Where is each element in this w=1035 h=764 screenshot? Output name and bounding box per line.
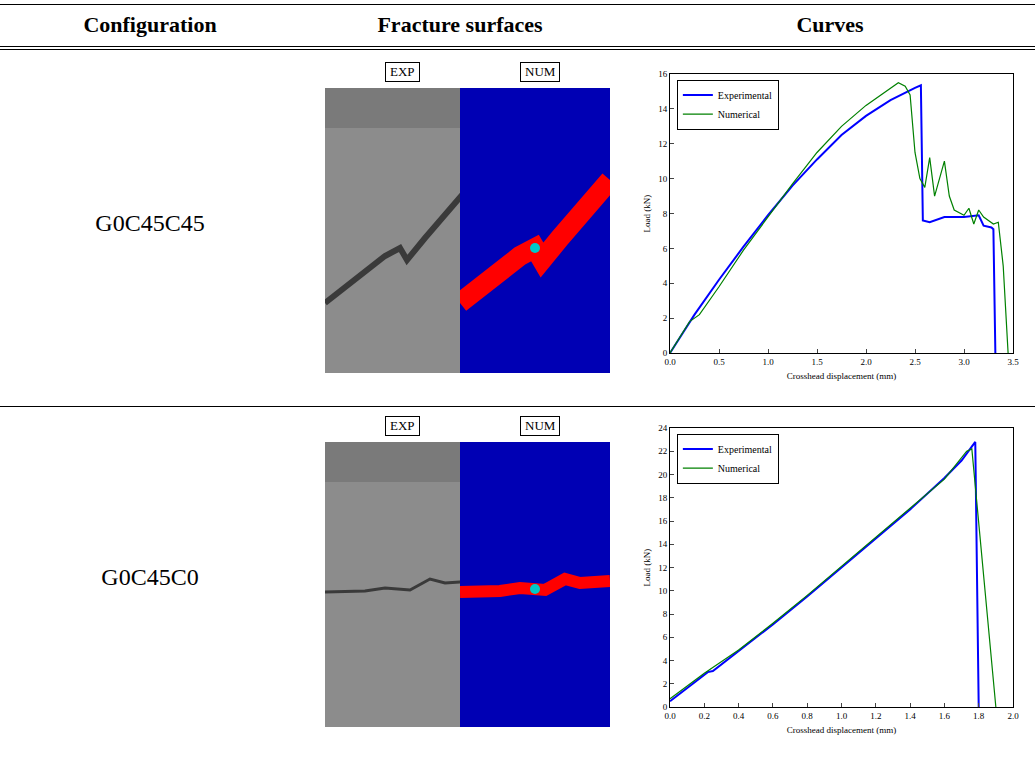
- html-text:Fracture surfaces: Fracture surfaces: [377, 12, 543, 37]
- svg-text:2.5: 2.5: [909, 357, 921, 367]
- html-text:Curves: Curves: [796, 12, 864, 37]
- svg-text:24: 24: [658, 423, 668, 433]
- svg-text:12: 12: [658, 139, 667, 149]
- html-text:NUM: NUM: [525, 418, 556, 433]
- svg-text:6: 6: [663, 632, 668, 642]
- svg-text:Crosshead displacement (mm): Crosshead displacement (mm): [787, 371, 896, 381]
- svg-text:1.4: 1.4: [904, 711, 916, 721]
- svg-text:0.0: 0.0: [664, 357, 676, 367]
- svg-text:0.0: 0.0: [664, 711, 676, 721]
- svg-text:16: 16: [658, 516, 668, 526]
- svg-text:14: 14: [658, 104, 668, 114]
- svg-text:20: 20: [658, 470, 668, 480]
- svg-text:1.5: 1.5: [811, 357, 823, 367]
- svg-text:0: 0: [663, 348, 668, 358]
- svg-text:2.0: 2.0: [860, 357, 872, 367]
- svg-text:16: 16: [658, 69, 668, 79]
- svg-text:14: 14: [658, 539, 668, 549]
- svg-text:1.8: 1.8: [973, 711, 985, 721]
- svg-text:0.5: 0.5: [713, 357, 725, 367]
- svg-text:18: 18: [658, 493, 668, 503]
- html-text:EXP: EXP: [390, 418, 415, 433]
- svg-text:0.6: 0.6: [767, 711, 779, 721]
- svg-text:10: 10: [658, 586, 668, 596]
- html-text:G0C45C45: G0C45C45: [95, 210, 205, 236]
- svg-text:Experimental: Experimental: [718, 444, 772, 455]
- svg-text:6: 6: [663, 244, 668, 254]
- svg-text:Load (kN): Load (kN): [642, 195, 652, 233]
- svg-text:Numerical: Numerical: [718, 463, 760, 474]
- html-text:NUM: NUM: [525, 64, 556, 79]
- svg-text:Load (kN): Load (kN): [642, 549, 652, 587]
- svg-text:0: 0: [663, 702, 668, 712]
- html-text:EXP: EXP: [390, 64, 415, 79]
- svg-text:Numerical: Numerical: [718, 109, 760, 120]
- svg-text:0.2: 0.2: [699, 711, 710, 721]
- svg-text:3.5: 3.5: [1007, 357, 1019, 367]
- svg-text:0.4: 0.4: [733, 711, 745, 721]
- svg-text:3.0: 3.0: [958, 357, 970, 367]
- svg-text:8: 8: [663, 609, 668, 619]
- svg-text:12: 12: [658, 563, 667, 573]
- html-text:G0C45C0: G0C45C0: [101, 564, 199, 590]
- svg-text:0.8: 0.8: [802, 711, 814, 721]
- svg-text:4: 4: [663, 278, 668, 288]
- svg-text:1.6: 1.6: [939, 711, 951, 721]
- svg-text:1.2: 1.2: [870, 711, 881, 721]
- svg-text:8: 8: [663, 209, 668, 219]
- svg-text:2.0: 2.0: [1007, 711, 1019, 721]
- svg-text:1.0: 1.0: [836, 711, 848, 721]
- svg-text:2: 2: [663, 679, 668, 689]
- svg-text:22: 22: [658, 446, 667, 456]
- svg-text:10: 10: [658, 174, 668, 184]
- svg-text:2: 2: [663, 313, 668, 323]
- svg-text:1.0: 1.0: [762, 357, 774, 367]
- svg-text:Experimental: Experimental: [718, 90, 772, 101]
- svg-text:4: 4: [663, 656, 668, 666]
- svg-text:Crosshead displacement (mm): Crosshead displacement (mm): [787, 725, 896, 735]
- html-text:Configuration: Configuration: [83, 12, 217, 37]
